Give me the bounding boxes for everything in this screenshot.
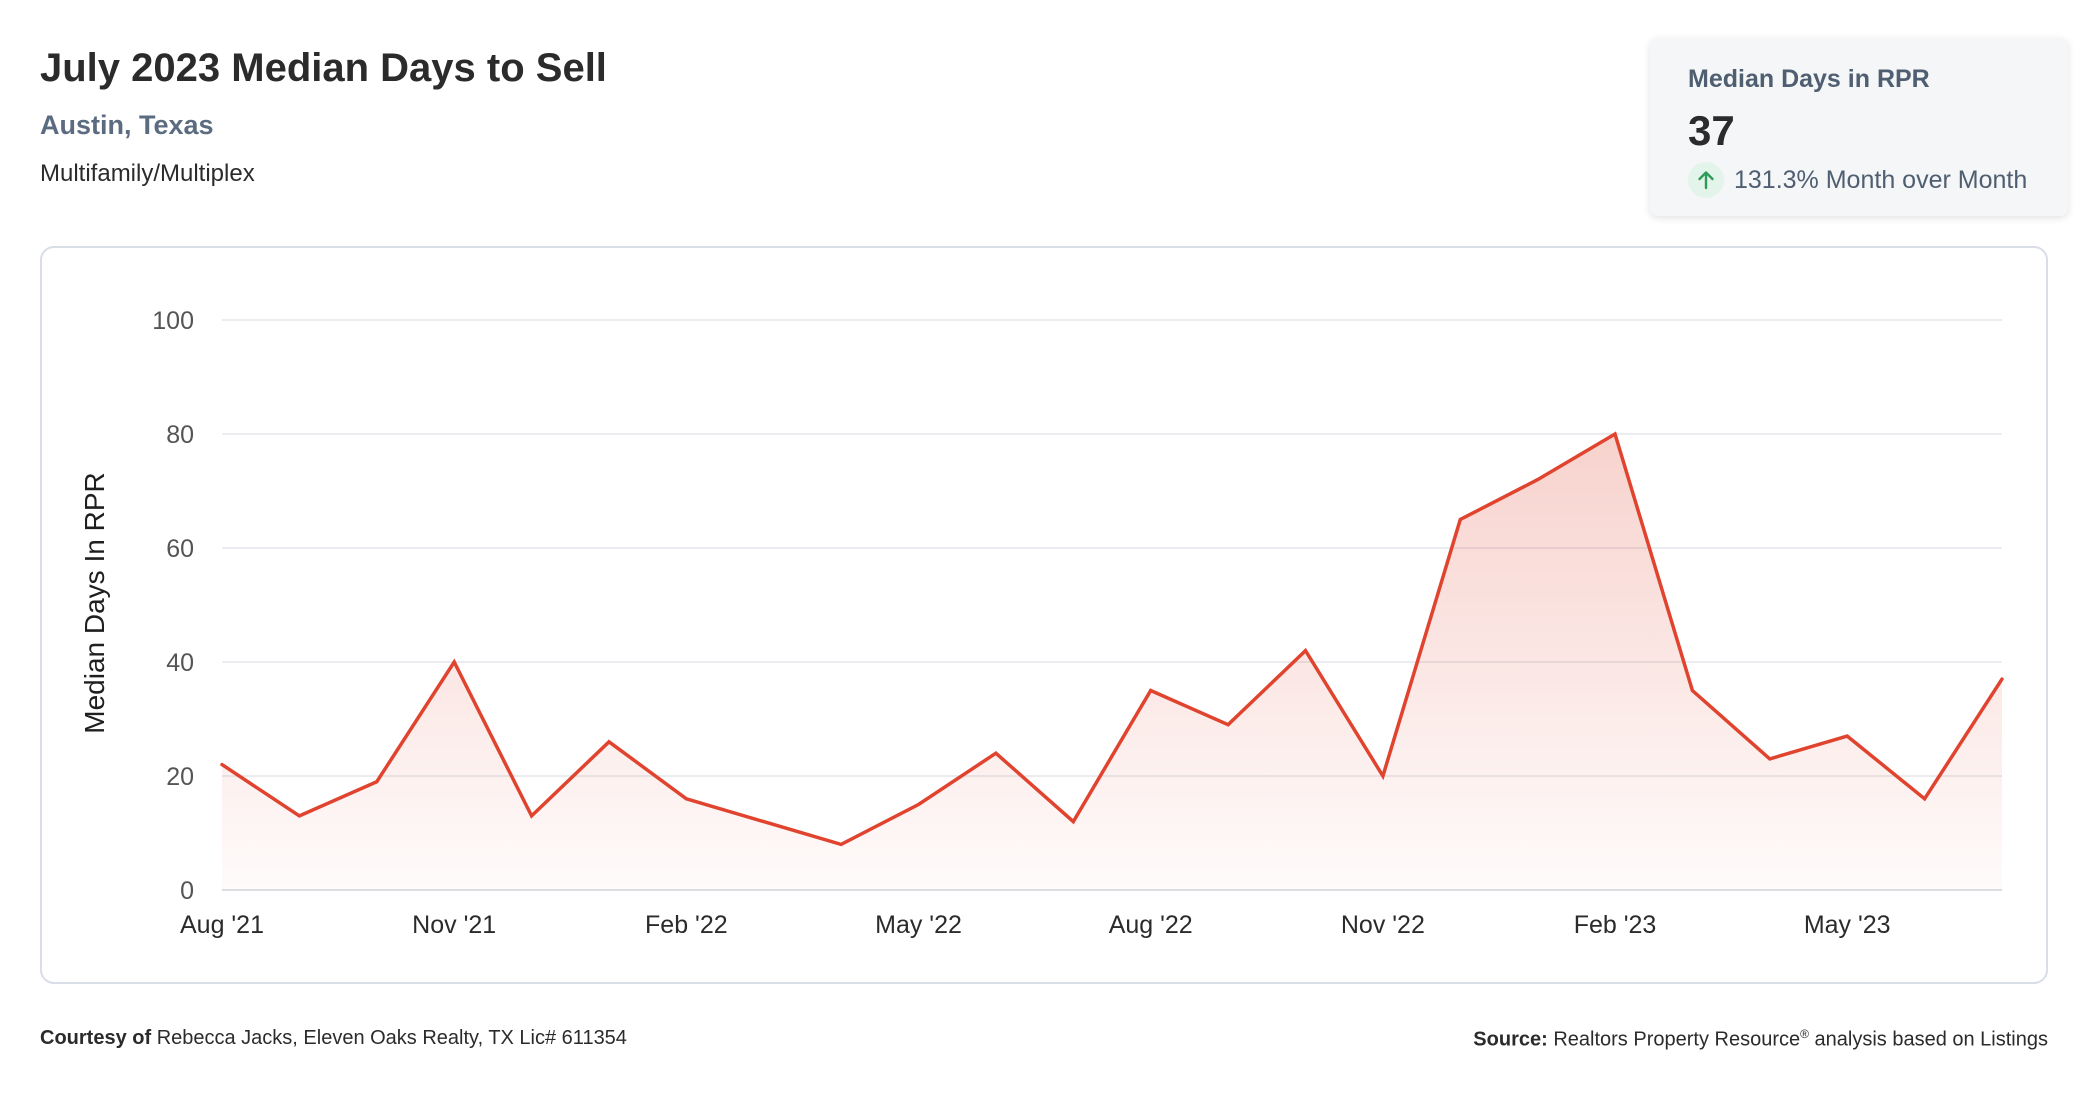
- data-point[interactable]: [1147, 687, 1155, 695]
- data-point[interactable]: [528, 812, 536, 820]
- courtesy-label: Courtesy of: [40, 1027, 152, 1049]
- y-tick-label: 40: [166, 649, 194, 677]
- registered-mark: ®: [1800, 1027, 1809, 1041]
- median-days-stat-card: Median Days in RPR 37 131.3% Month over …: [1650, 38, 2068, 216]
- data-point[interactable]: [682, 795, 690, 803]
- data-point[interactable]: [218, 761, 226, 769]
- x-tick-label: Feb '22: [645, 911, 728, 939]
- source-footer: Source: Realtors Property Resource® anal…: [1473, 1027, 2048, 1052]
- data-point[interactable]: [915, 801, 923, 809]
- data-point[interactable]: [1843, 732, 1851, 740]
- page-title: July 2023 Median Days to Sell: [40, 46, 607, 90]
- y-tick-label: 0: [180, 877, 194, 905]
- chart-card: 0 20 40 60 80 100 Aug '21 Nov '21 Feb '22 May '2…: [40, 246, 2048, 984]
- y-tick-label: 60: [166, 535, 194, 563]
- data-point[interactable]: [1921, 795, 1929, 803]
- y-tick-label: 80: [166, 421, 194, 449]
- data-point[interactable]: [837, 840, 845, 848]
- data-point[interactable]: [760, 818, 768, 826]
- data-point[interactable]: [295, 812, 303, 820]
- x-tick-label: Aug '22: [1109, 911, 1193, 939]
- x-tick-label: Nov '22: [1341, 911, 1425, 939]
- data-point[interactable]: [1301, 647, 1309, 655]
- data-point[interactable]: [1224, 721, 1232, 729]
- data-point[interactable]: [1456, 516, 1464, 524]
- data-point[interactable]: [1688, 687, 1696, 695]
- data-point[interactable]: [1534, 476, 1542, 484]
- data-point[interactable]: [992, 749, 1000, 757]
- courtesy-text: Rebecca Jacks, Eleven Oaks Realty, TX Li…: [156, 1027, 627, 1049]
- median-days-chart: 0 20 40 60 80 100 Aug '21 Nov '21 Feb '22 May '2…: [79, 307, 2006, 939]
- y-tick-label: 20: [166, 763, 194, 791]
- x-tick-label: May '23: [1804, 911, 1891, 939]
- source-text: Realtors Property Resource: [1553, 1028, 1801, 1051]
- y-axis-label: Median Days In RPR: [79, 472, 110, 733]
- data-point[interactable]: [1611, 430, 1619, 438]
- data-point[interactable]: [1379, 772, 1387, 780]
- arrow-up-icon: [1688, 162, 1724, 198]
- source-label: Source:: [1473, 1028, 1548, 1051]
- x-tick-label: Aug '21: [180, 911, 264, 939]
- source-text-end: analysis based on Listings: [1814, 1028, 2048, 1051]
- x-tick-label: Nov '21: [412, 911, 496, 939]
- stat-value: 37: [1688, 107, 1735, 154]
- location-subtitle: Austin, Texas: [40, 110, 214, 140]
- x-tick-label: Feb '23: [1574, 911, 1657, 939]
- x-tick-label: May '22: [875, 911, 962, 939]
- y-tick-label: 100: [152, 307, 194, 335]
- data-point[interactable]: [1766, 755, 1774, 763]
- data-point[interactable]: [1069, 818, 1077, 826]
- data-point[interactable]: [1998, 675, 2006, 683]
- series-area: [222, 434, 2002, 890]
- stat-label: Median Days in RPR: [1688, 65, 1930, 93]
- stat-change: 131.3% Month over Month: [1688, 162, 2027, 198]
- data-point[interactable]: [373, 778, 381, 786]
- courtesy-footer: Courtesy of Rebecca Jacks, Eleven Oaks R…: [40, 1027, 627, 1050]
- series-line: [220, 431, 2004, 847]
- stat-change-text: 131.3% Month over Month: [1734, 165, 2028, 194]
- property-type-label: Multifamily/Multiplex: [40, 160, 255, 187]
- data-point[interactable]: [605, 738, 613, 746]
- data-point[interactable]: [450, 658, 458, 666]
